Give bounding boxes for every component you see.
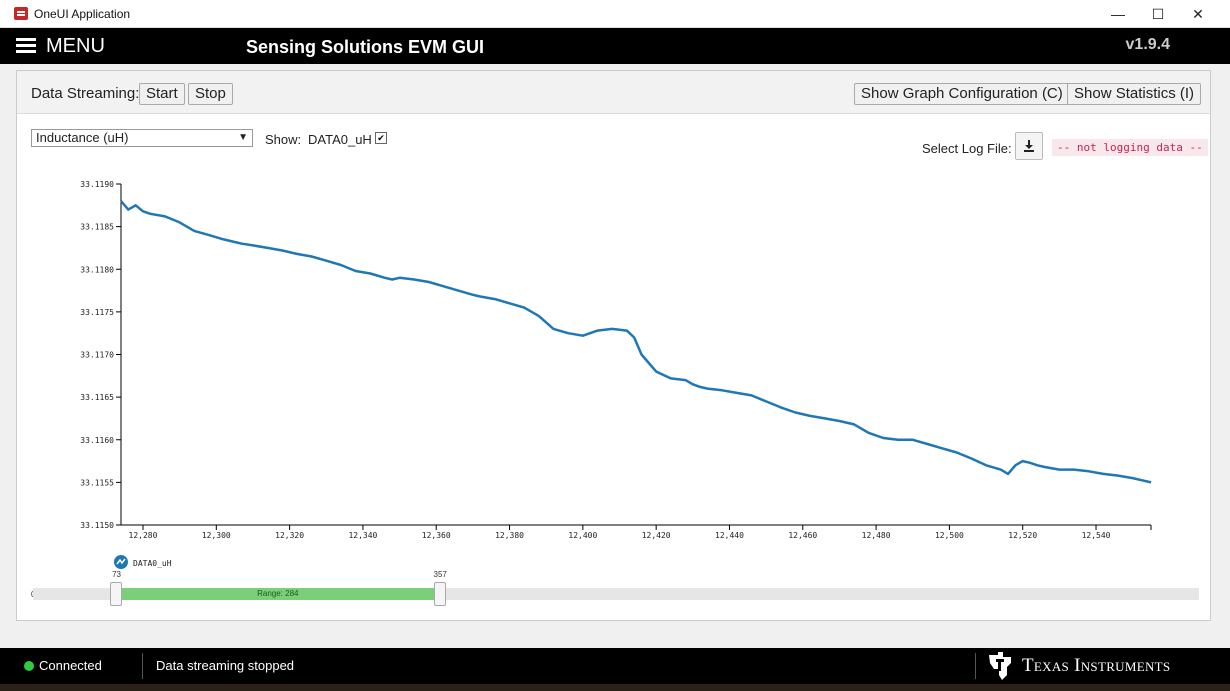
- x-tick-label: 12,420: [642, 531, 671, 540]
- y-tick-label: 33.1160: [80, 436, 114, 445]
- status-bar: Connected Data streaming stopped Texas I…: [0, 648, 1230, 684]
- y-tick-label: 33.1165: [80, 393, 114, 402]
- x-tick-label: 12,520: [1008, 531, 1037, 540]
- start-button[interactable]: Start: [139, 83, 185, 105]
- y-tick-label: 33.1190: [80, 180, 114, 189]
- measurement-select-value: Inductance (uH): [36, 130, 129, 145]
- x-tick-label: 12,400: [568, 531, 597, 540]
- close-button[interactable]: ✕: [1192, 6, 1204, 22]
- data-streaming-label: Data Streaming:: [31, 85, 140, 102]
- main-panel: Data Streaming: Start Stop Show Graph Co…: [16, 70, 1211, 621]
- menu-button[interactable]: MENU: [16, 33, 105, 59]
- inductance-line-chart: 33.1150 33.1155 33.1160 33.1165 33.1170 33.11…: [80, 180, 1152, 540]
- streaming-status: Data streaming stopped: [156, 658, 295, 673]
- x-tick-label: 12,320: [275, 531, 304, 540]
- show-statistics-button[interactable]: Show Statistics (I): [1067, 83, 1202, 105]
- range-end-value: 357: [433, 570, 447, 579]
- connection-status: Connected: [39, 658, 102, 673]
- show-graph-config-button[interactable]: Show Graph Configuration (C): [854, 83, 1070, 105]
- series-checkbox[interactable]: ✔: [375, 132, 387, 144]
- stop-button[interactable]: Stop: [188, 83, 233, 105]
- maximize-button[interactable]: ☐: [1151, 6, 1165, 22]
- y-tick-label: 33.1180: [80, 265, 114, 274]
- app-title: Sensing Solutions EVM GUI: [246, 37, 485, 57]
- y-tick-label: 33.1155: [80, 478, 114, 487]
- app-header: MENU Sensing Solutions EVM GUI v1.9.4: [0, 28, 1230, 64]
- status-divider: [975, 653, 976, 679]
- series-legend-icon[interactable]: [114, 555, 128, 569]
- x-tick-label: 12,360: [422, 531, 451, 540]
- y-tick-label: 33.1170: [80, 351, 114, 360]
- hamburger-icon: [16, 38, 36, 54]
- streaming-toolbar: Data Streaming: Start Stop Show Graph Co…: [17, 71, 1210, 114]
- dropdown-arrow-icon: ▼: [238, 132, 248, 143]
- x-tick-label: 12,440: [715, 531, 744, 540]
- measurement-select[interactable]: Inductance (uH) ▼: [31, 129, 253, 147]
- series-line-data0: [120, 200, 1152, 484]
- y-tick-label: 33.1175: [80, 308, 114, 317]
- ti-logo-icon: [989, 652, 1011, 680]
- x-tick-label: 12,540: [1082, 531, 1111, 540]
- x-tick-label: 12,460: [788, 531, 817, 540]
- desktop-strip: [0, 684, 1230, 691]
- range-start-handle[interactable]: [110, 582, 123, 606]
- brand-label: Texas Instruments: [1022, 655, 1171, 676]
- select-log-file-button[interactable]: [1015, 132, 1043, 160]
- log-status-badge: -- not logging data --: [1052, 139, 1208, 156]
- range-end-handle[interactable]: [433, 582, 446, 606]
- connection-status-icon: [24, 661, 34, 671]
- x-tick-label: 12,500: [935, 531, 964, 540]
- x-tick-label: 12,300: [202, 531, 231, 540]
- window-titlebar: OneUI Application — ☐ ✕: [0, 0, 1230, 28]
- range-start-value: 73: [112, 570, 122, 579]
- minimize-button[interactable]: —: [1111, 6, 1125, 22]
- x-tick-label: 12,480: [862, 531, 891, 540]
- app-logo-icon: [14, 7, 28, 20]
- show-label: Show:: [265, 132, 302, 147]
- x-tick-label: 12,340: [348, 531, 377, 540]
- menu-label: MENU: [46, 34, 105, 57]
- window-title: OneUI Application: [34, 7, 131, 21]
- series-legend-label: DATA0_uH: [133, 559, 172, 568]
- version-label: v1.9.4: [1125, 36, 1170, 53]
- series-toggle-label: DATA0_uH: [308, 132, 372, 147]
- range-slider-selection[interactable]: Range: 284: [116, 588, 440, 600]
- x-tick-label: 12,380: [495, 531, 524, 540]
- x-tick-label: 12,280: [129, 531, 158, 540]
- download-icon: [1024, 140, 1034, 152]
- y-tick-label: 33.1185: [80, 223, 114, 232]
- status-divider: [142, 653, 143, 679]
- log-file-label: Select Log File:: [922, 141, 1012, 156]
- y-tick-label: 33.1150: [80, 521, 114, 530]
